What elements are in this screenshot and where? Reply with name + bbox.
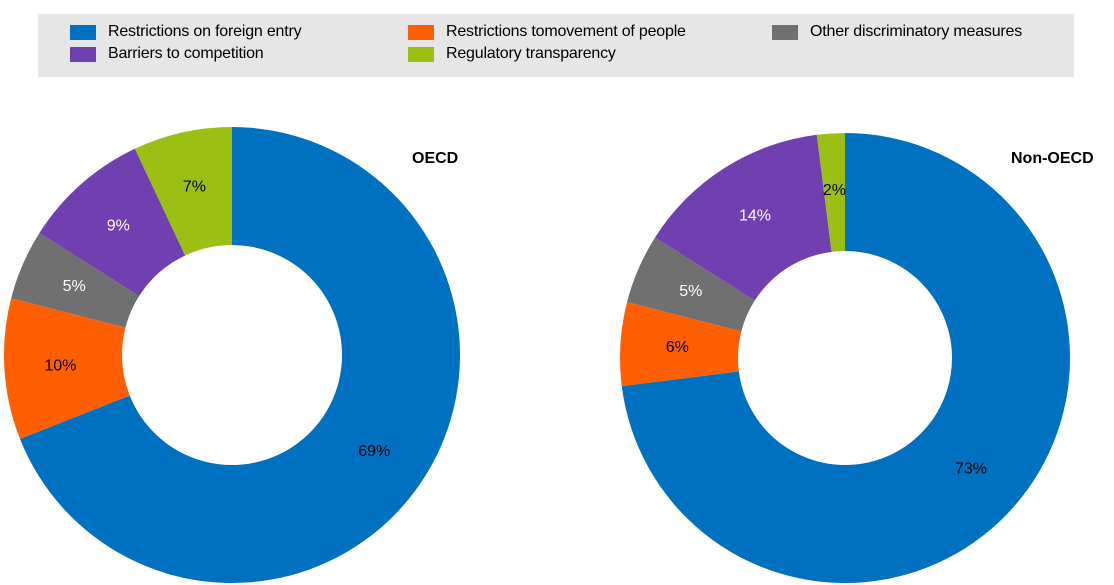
legend-label: Restrictions tomovement of people <box>446 23 686 40</box>
slice-label-restrictions-on-foreign-entry: 69% <box>358 443 390 460</box>
legend-swatch <box>772 24 798 40</box>
slice-barriers-to-competition <box>39 148 186 297</box>
slice-barriers-to-competition <box>655 134 832 301</box>
chart-title-non-oecd: Non-OECD <box>1011 150 1094 167</box>
slice-label-restrictions-tomovement-of-people: 6% <box>666 339 689 356</box>
slice-regulatory-transparency <box>134 127 232 256</box>
slice-label-other-discriminatory-measures: 5% <box>679 283 702 300</box>
slice-label-restrictions-on-foreign-entry: 73% <box>955 461 987 478</box>
legend-swatch <box>70 24 96 40</box>
slice-restrictions-on-foreign-entry <box>621 133 1070 583</box>
slice-restrictions-on-foreign-entry <box>20 127 461 583</box>
legend-swatch <box>408 24 434 40</box>
slice-label-restrictions-tomovement-of-people: 10% <box>44 357 76 374</box>
legend-label: Regulatory transparency <box>446 45 616 62</box>
chart-title-oecd: OECD <box>412 150 458 167</box>
slice-label-regulatory-transparency: 7% <box>183 179 206 196</box>
slice-label-barriers-to-competition: 9% <box>107 217 130 234</box>
legend-label: Other discriminatory measures <box>810 23 1023 40</box>
slice-other-discriminatory-measures <box>627 237 755 332</box>
legend-item-other-discriminatory: Other discriminatory measures <box>772 22 1022 42</box>
donut-chart-non-oecd: 73% 6% 5% 14% 2% Non-OECD <box>620 133 1094 583</box>
slice-restrictions-tomovement-of-people <box>4 298 130 439</box>
donut-chart-oecd: 69% 10% 5% 9% 7% OECD <box>4 127 461 583</box>
slice-restrictions-tomovement-of-people <box>620 302 742 387</box>
slice-label-other-discriminatory-measures: 5% <box>63 278 86 295</box>
legend-item-foreign-entry: Restrictions on foreign entry <box>70 22 302 42</box>
legend-label: Barriers to competition <box>108 45 264 62</box>
legend-label: Restrictions on foreign entry <box>108 23 302 40</box>
slice-label-barriers-to-competition: 14% <box>739 208 771 225</box>
legend-swatch <box>408 46 434 62</box>
legend-item-movement-of-people: Restrictions tomovement of people <box>408 22 686 42</box>
legend-swatch <box>70 46 96 62</box>
legend-item-regulatory-transparency: Regulatory transparency <box>408 44 616 64</box>
legend-item-barriers-competition: Barriers to competition <box>70 44 264 64</box>
slice-other-discriminatory-measures <box>11 232 140 328</box>
chart-legend: Restrictions on foreign entry Restrictio… <box>38 14 1074 77</box>
slice-regulatory-transparency <box>816 133 845 252</box>
slice-label-regulatory-transparency: 2% <box>823 182 846 199</box>
